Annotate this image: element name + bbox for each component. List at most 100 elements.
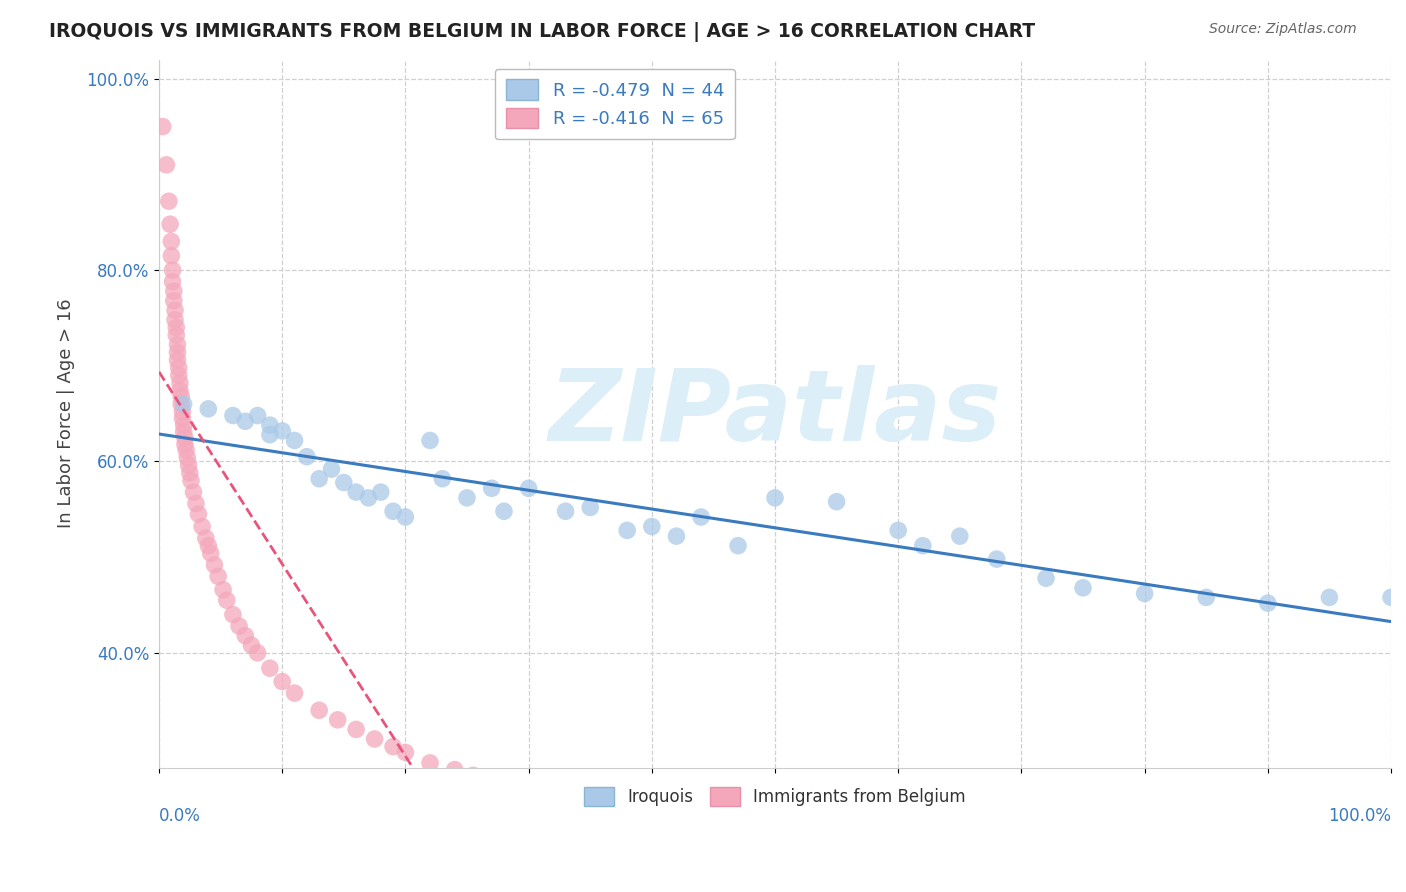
Point xyxy=(986,552,1008,566)
Point xyxy=(166,337,188,351)
Text: ZIPatlas: ZIPatlas xyxy=(548,365,1001,462)
Point xyxy=(160,235,183,249)
Point xyxy=(159,217,181,231)
Point xyxy=(370,485,392,500)
Point xyxy=(174,442,197,457)
Point xyxy=(344,485,367,500)
Point xyxy=(163,313,186,327)
Point xyxy=(166,353,188,368)
Point xyxy=(492,504,515,518)
Point xyxy=(432,472,454,486)
Text: 0.0%: 0.0% xyxy=(159,806,201,824)
Point xyxy=(690,510,713,524)
Point xyxy=(187,507,209,521)
Point xyxy=(474,772,496,787)
Point xyxy=(170,397,193,411)
Point xyxy=(579,500,602,515)
Point xyxy=(259,661,281,675)
Point xyxy=(204,558,226,572)
Legend: Iroquois, Immigrants from Belgium: Iroquois, Immigrants from Belgium xyxy=(578,780,973,813)
Point xyxy=(233,414,256,428)
Point xyxy=(382,504,405,518)
Point xyxy=(191,519,214,533)
Point xyxy=(486,776,509,790)
Point xyxy=(162,263,184,277)
Text: Source: ZipAtlas.com: Source: ZipAtlas.com xyxy=(1209,22,1357,37)
Y-axis label: In Labor Force | Age > 16: In Labor Force | Age > 16 xyxy=(58,299,75,528)
Point xyxy=(246,646,269,660)
Point xyxy=(212,582,235,597)
Point xyxy=(665,529,688,543)
Point xyxy=(157,194,180,209)
Point xyxy=(295,450,318,464)
Point xyxy=(194,531,217,545)
Point xyxy=(233,629,256,643)
Point xyxy=(443,763,465,777)
Point xyxy=(246,409,269,423)
Point xyxy=(215,593,238,607)
Point xyxy=(169,384,191,398)
Point xyxy=(727,539,749,553)
Point xyxy=(456,491,478,505)
Point xyxy=(517,481,540,495)
Point xyxy=(326,713,349,727)
Point xyxy=(512,781,534,796)
Point xyxy=(554,504,576,518)
Point xyxy=(1379,591,1402,605)
Point xyxy=(173,437,195,451)
Point xyxy=(176,450,198,465)
Point xyxy=(344,723,367,737)
Point xyxy=(271,674,294,689)
Point xyxy=(363,731,385,746)
Point xyxy=(394,745,416,759)
Point xyxy=(169,376,191,390)
Point xyxy=(228,619,250,633)
Point xyxy=(152,120,174,134)
Point xyxy=(283,434,305,448)
Point xyxy=(308,472,330,486)
Point xyxy=(911,539,934,553)
Point xyxy=(172,411,194,425)
Point xyxy=(170,389,193,403)
Point xyxy=(641,519,664,533)
Point xyxy=(172,405,194,419)
Point xyxy=(825,494,848,508)
Point xyxy=(1133,586,1156,600)
Point xyxy=(165,320,187,334)
Point xyxy=(271,424,294,438)
Point xyxy=(1257,596,1279,610)
Point xyxy=(162,275,184,289)
Point xyxy=(240,638,263,652)
Point xyxy=(259,418,281,433)
Point xyxy=(283,686,305,700)
Point xyxy=(184,497,207,511)
Point xyxy=(321,462,343,476)
Point xyxy=(887,524,910,538)
Point xyxy=(166,345,188,359)
Point xyxy=(177,458,200,473)
Point xyxy=(1071,581,1094,595)
Point xyxy=(357,491,380,505)
Point xyxy=(419,756,441,770)
Point xyxy=(200,546,222,560)
Point xyxy=(394,510,416,524)
Point xyxy=(179,466,201,480)
Point xyxy=(165,328,187,343)
Point xyxy=(308,703,330,717)
Point xyxy=(222,607,245,622)
Point xyxy=(163,284,186,298)
Point xyxy=(167,360,190,375)
Point xyxy=(167,368,190,383)
Point xyxy=(173,418,195,433)
Text: 100.0%: 100.0% xyxy=(1329,806,1391,824)
Point xyxy=(180,474,202,488)
Point xyxy=(1195,591,1218,605)
Point xyxy=(1035,571,1057,585)
Point xyxy=(382,739,405,754)
Point xyxy=(463,768,485,782)
Point xyxy=(163,303,186,318)
Point xyxy=(333,475,356,490)
Point xyxy=(207,569,229,583)
Text: IROQUOIS VS IMMIGRANTS FROM BELGIUM IN LABOR FORCE | AGE > 16 CORRELATION CHART: IROQUOIS VS IMMIGRANTS FROM BELGIUM IN L… xyxy=(49,22,1035,42)
Point xyxy=(763,491,786,505)
